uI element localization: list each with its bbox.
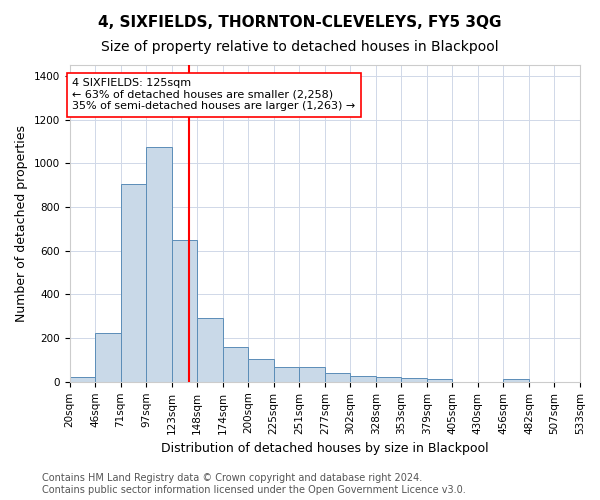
Bar: [299, 366, 325, 382]
Bar: [146, 147, 172, 382]
Bar: [401, 378, 427, 382]
Bar: [223, 347, 248, 382]
Bar: [350, 376, 376, 382]
Text: 4 SIXFIELDS: 125sqm
← 63% of detached houses are smaller (2,258)
35% of semi-det: 4 SIXFIELDS: 125sqm ← 63% of detached ho…: [72, 78, 355, 112]
Bar: [197, 318, 223, 382]
Bar: [70, 378, 95, 382]
Bar: [503, 378, 529, 382]
Bar: [248, 359, 274, 382]
Bar: [121, 184, 146, 382]
Bar: [325, 373, 350, 382]
Bar: [95, 332, 121, 382]
Text: Size of property relative to detached houses in Blackpool: Size of property relative to detached ho…: [101, 40, 499, 54]
Bar: [427, 378, 452, 382]
X-axis label: Distribution of detached houses by size in Blackpool: Distribution of detached houses by size …: [161, 442, 488, 455]
Bar: [376, 378, 401, 382]
Bar: [274, 366, 299, 382]
Y-axis label: Number of detached properties: Number of detached properties: [15, 125, 28, 322]
Text: 4, SIXFIELDS, THORNTON-CLEVELEYS, FY5 3QG: 4, SIXFIELDS, THORNTON-CLEVELEYS, FY5 3Q…: [98, 15, 502, 30]
Text: Contains HM Land Registry data © Crown copyright and database right 2024.
Contai: Contains HM Land Registry data © Crown c…: [42, 474, 466, 495]
Bar: [172, 240, 197, 382]
